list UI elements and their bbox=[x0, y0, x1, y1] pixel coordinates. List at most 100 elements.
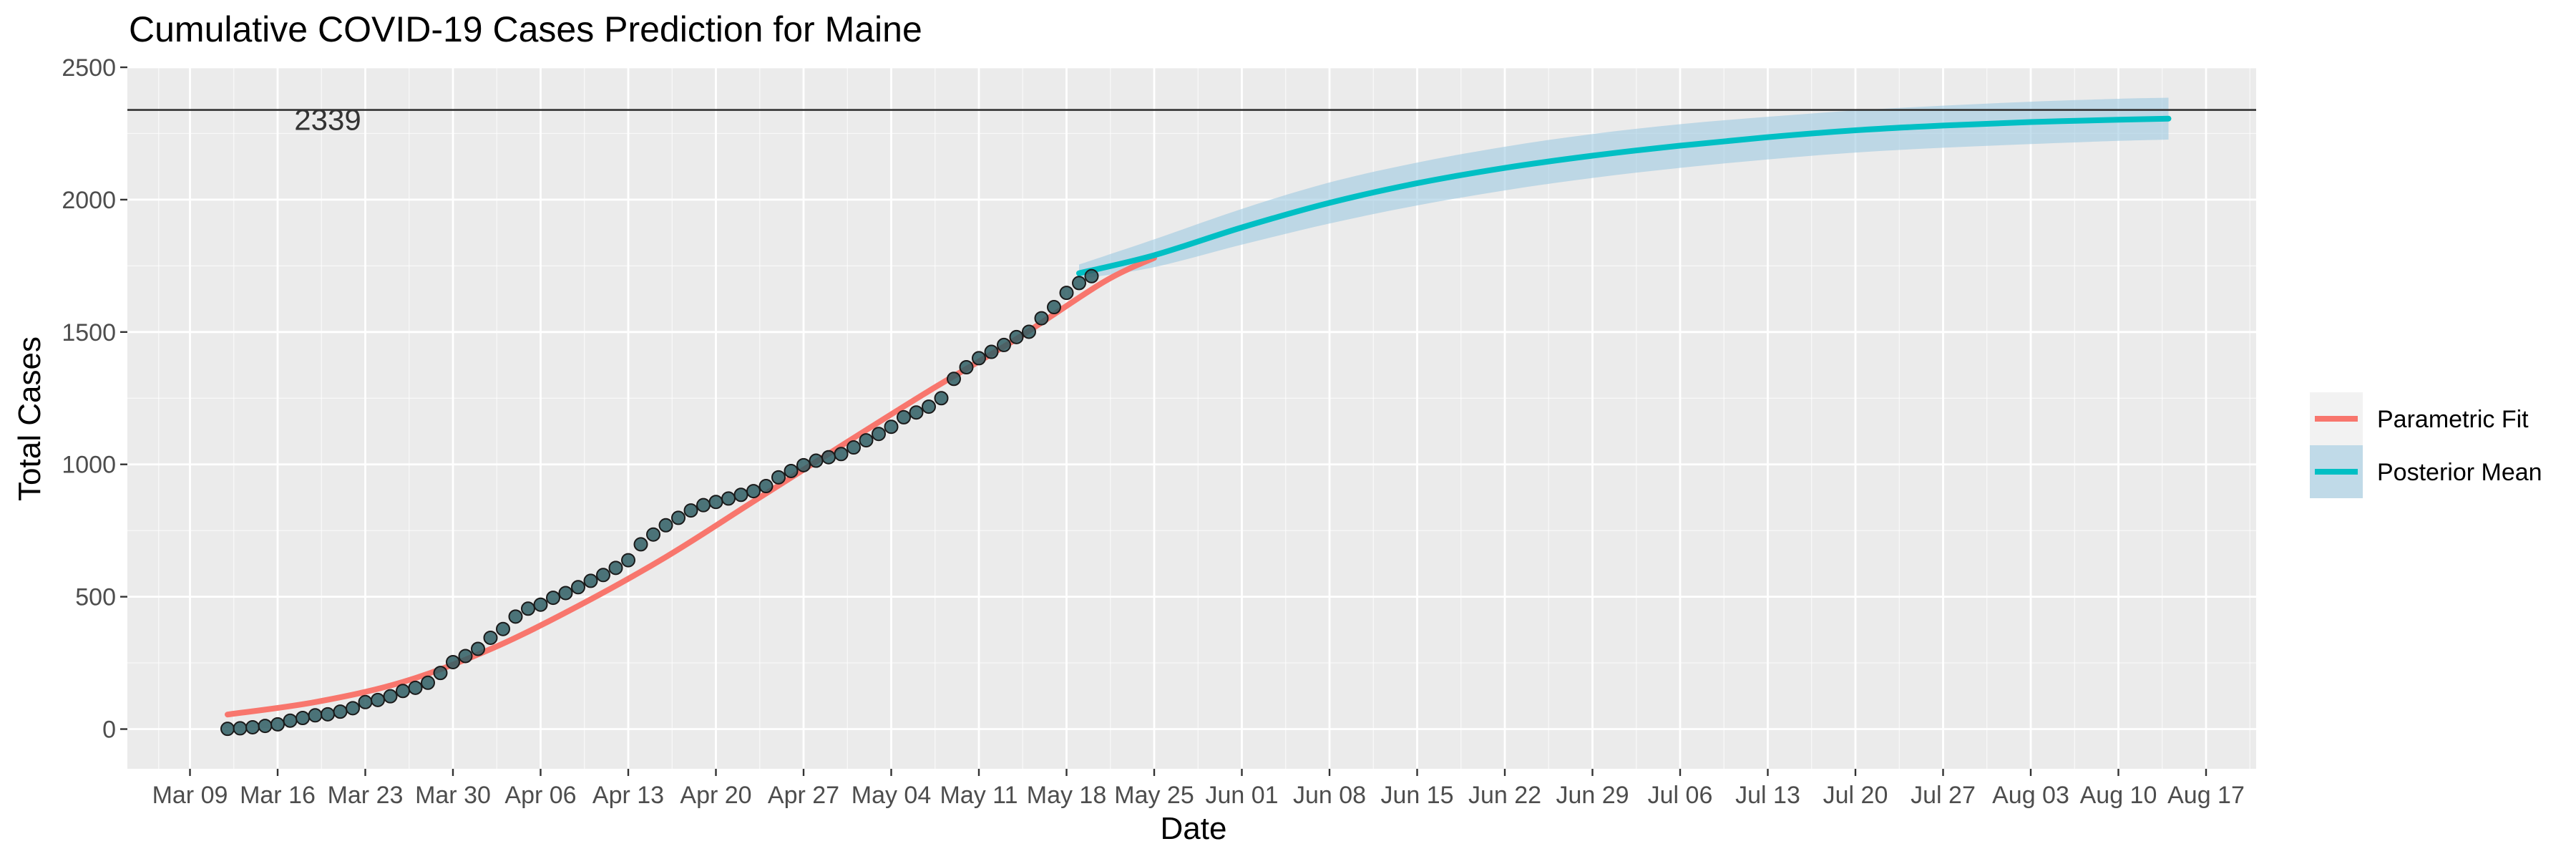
x-tick-label: May 11 bbox=[940, 782, 1018, 809]
legend-label-posterior-mean: Posterior Mean bbox=[2377, 459, 2542, 486]
x-tick-label: Jun 22 bbox=[1468, 782, 1541, 809]
observed-data-point bbox=[220, 722, 235, 737]
observed-data-point bbox=[471, 641, 485, 656]
observed-data-point bbox=[308, 708, 323, 723]
observed-data-point bbox=[959, 359, 974, 374]
observed-data-point bbox=[383, 689, 398, 704]
observed-data-point bbox=[571, 580, 585, 595]
observed-data-point bbox=[1047, 300, 1061, 315]
observed-data-point bbox=[847, 440, 861, 455]
y-tick-label: 1000 bbox=[62, 452, 116, 479]
observed-data-point bbox=[972, 351, 986, 366]
observed-data-point bbox=[671, 510, 686, 525]
observed-data-point bbox=[596, 568, 610, 583]
y-tick-label: 1500 bbox=[62, 319, 116, 346]
observed-data-point bbox=[771, 470, 786, 485]
x-tick-label: May 25 bbox=[1114, 782, 1194, 809]
observed-data-point bbox=[796, 457, 811, 472]
reference-hline-label: 2339 bbox=[294, 103, 361, 137]
posterior-credible-ribbon bbox=[1079, 97, 2169, 279]
observed-data-point bbox=[1009, 329, 1024, 344]
x-tick-label: Jul 06 bbox=[1648, 782, 1713, 809]
x-tick-label: Mar 23 bbox=[328, 782, 404, 809]
observed-data-point bbox=[408, 680, 423, 695]
observed-data-point bbox=[458, 649, 473, 664]
x-tick-label: Apr 06 bbox=[504, 782, 576, 809]
y-tick-label: 2500 bbox=[62, 54, 116, 82]
observed-data-point bbox=[296, 710, 310, 725]
observed-data-point bbox=[683, 503, 698, 518]
observed-data-point bbox=[583, 573, 598, 588]
observed-data-point bbox=[321, 707, 335, 722]
major-gridlines bbox=[127, 66, 2256, 769]
observed-data-point bbox=[934, 391, 949, 406]
observed-data-point bbox=[646, 527, 660, 542]
observed-data-point bbox=[421, 675, 435, 690]
observed-data-point bbox=[746, 484, 761, 499]
x-tick-label: Apr 13 bbox=[592, 782, 664, 809]
observed-data-point bbox=[633, 537, 648, 552]
observed-data-point bbox=[922, 399, 936, 414]
observed-data-point bbox=[483, 630, 498, 645]
observed-points-layer bbox=[220, 268, 1099, 737]
reference-line-layer: 2339 bbox=[127, 103, 2256, 137]
observed-data-point bbox=[809, 453, 824, 468]
y-tick-label: 500 bbox=[75, 584, 116, 611]
y-tick-label: 2000 bbox=[62, 187, 116, 214]
posterior-mean-line bbox=[1076, 115, 2172, 276]
y-tick-label: 0 bbox=[102, 717, 116, 744]
legend-label-parametric-fit: Parametric Fit bbox=[2377, 406, 2529, 433]
observed-data-point bbox=[696, 498, 711, 513]
x-tick-label: Mar 30 bbox=[415, 782, 491, 809]
x-tick-label: Apr 27 bbox=[768, 782, 839, 809]
observed-data-point bbox=[733, 487, 748, 503]
x-tick-label: Jun 08 bbox=[1293, 782, 1366, 809]
minor-gridlines bbox=[127, 67, 2256, 769]
observed-data-point bbox=[258, 719, 273, 734]
observed-data-point bbox=[283, 713, 298, 728]
observed-data-point bbox=[1084, 268, 1099, 283]
observed-data-point bbox=[909, 405, 924, 420]
observed-data-point bbox=[233, 721, 248, 736]
observed-data-point bbox=[721, 491, 736, 506]
y-axis-title: Total Cases bbox=[12, 336, 47, 501]
observed-data-point bbox=[245, 719, 260, 734]
observed-data-point bbox=[396, 684, 410, 699]
observed-data-point bbox=[784, 463, 799, 478]
observed-data-point bbox=[521, 601, 535, 616]
observed-data-point bbox=[546, 591, 560, 606]
observed-data-point bbox=[997, 337, 1011, 352]
observed-data-point bbox=[270, 717, 285, 732]
observed-data-point bbox=[821, 450, 836, 465]
observed-data-point bbox=[333, 704, 348, 719]
x-tick-label: Jul 20 bbox=[1823, 782, 1888, 809]
x-tick-label: May 18 bbox=[1027, 782, 1107, 809]
observed-data-point bbox=[658, 518, 673, 533]
observed-data-point bbox=[533, 597, 548, 612]
x-tick-label: Aug 10 bbox=[2080, 782, 2157, 809]
x-tick-label: May 04 bbox=[852, 782, 932, 809]
chart-title: Cumulative COVID-19 Cases Prediction for… bbox=[129, 9, 922, 49]
observed-data-point bbox=[371, 692, 385, 707]
x-axis: Mar 09 Mar 16 Mar 23 Mar 30 Apr 06 Apr 13 Apr … bbox=[152, 769, 2245, 809]
x-tick-label: Apr 20 bbox=[680, 782, 751, 809]
y-axis: 0 500 1000 1500 2000 2500 bbox=[62, 54, 127, 744]
observed-data-point bbox=[621, 553, 635, 568]
x-tick-label: Mar 16 bbox=[240, 782, 316, 809]
observed-data-point bbox=[1059, 286, 1074, 301]
x-tick-label: Jul 13 bbox=[1735, 782, 1800, 809]
x-tick-label: Jul 27 bbox=[1911, 782, 1976, 809]
posterior-ribbon-layer bbox=[1079, 97, 2169, 279]
observed-data-point bbox=[508, 609, 523, 624]
observed-data-point bbox=[1022, 324, 1036, 339]
x-tick-label: Jun 29 bbox=[1556, 782, 1629, 809]
observed-data-point bbox=[984, 344, 999, 359]
observed-data-point bbox=[433, 666, 448, 681]
x-tick-label: Jun 15 bbox=[1380, 782, 1453, 809]
observed-data-point bbox=[859, 433, 874, 448]
observed-data-point bbox=[558, 586, 573, 601]
observed-data-point bbox=[708, 495, 723, 510]
x-tick-label: Aug 17 bbox=[2167, 782, 2245, 809]
observed-data-point bbox=[897, 409, 911, 424]
